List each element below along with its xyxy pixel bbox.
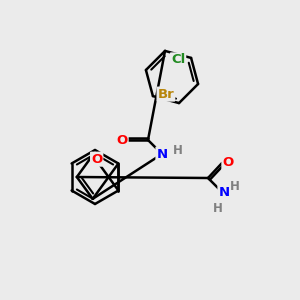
Text: N: N: [218, 185, 230, 199]
Text: O: O: [222, 157, 234, 169]
Text: H: H: [213, 202, 223, 214]
Text: O: O: [91, 153, 102, 166]
Text: Br: Br: [158, 88, 174, 100]
Text: H: H: [173, 145, 183, 158]
Text: N: N: [156, 148, 168, 160]
Text: O: O: [116, 134, 128, 146]
Text: Cl: Cl: [171, 53, 185, 66]
Text: H: H: [230, 179, 240, 193]
